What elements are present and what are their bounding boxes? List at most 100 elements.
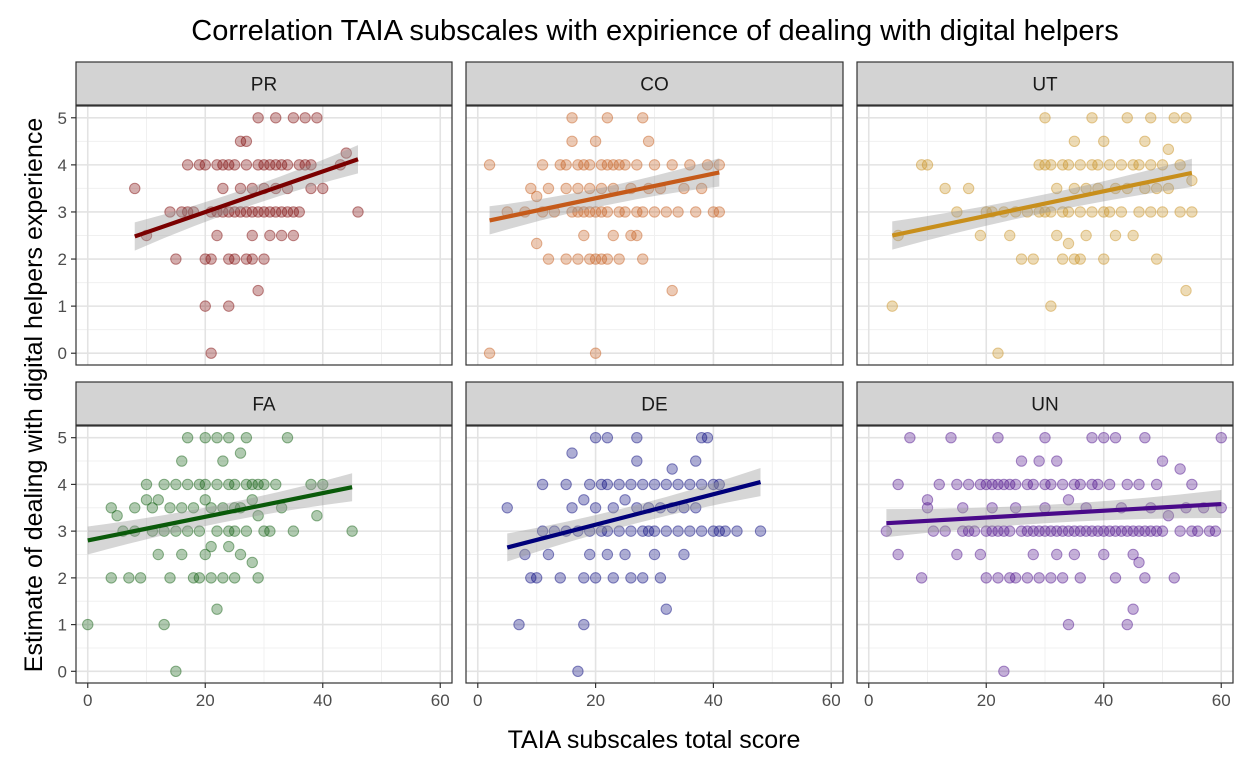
- data-point: [176, 548, 188, 561]
- data-point: [1056, 525, 1069, 537]
- data-point: [713, 206, 725, 218]
- data-point: [1133, 206, 1145, 218]
- y-tick-label: 5: [58, 109, 67, 128]
- data-point: [305, 478, 317, 491]
- data-point: [601, 253, 614, 265]
- data-point: [637, 253, 649, 265]
- data-point: [240, 135, 253, 148]
- data-point: [1098, 548, 1110, 561]
- data-point: [637, 112, 649, 124]
- data-point: [915, 159, 928, 171]
- regression-line: [87, 485, 353, 543]
- data-point: [199, 478, 211, 491]
- data-point: [701, 431, 714, 444]
- facet-strip: [465, 381, 844, 426]
- data-point: [1174, 463, 1186, 475]
- data-point: [1027, 548, 1039, 561]
- panel-border: [856, 105, 1234, 366]
- data-point: [252, 572, 264, 584]
- data-point: [240, 478, 253, 491]
- panel-border: [75, 105, 453, 366]
- data-point: [962, 182, 975, 195]
- regression-line: [891, 170, 1193, 238]
- data-point: [176, 502, 188, 514]
- y-tick-label: 4: [58, 156, 67, 175]
- data-point: [678, 182, 690, 195]
- data-point: [252, 510, 264, 522]
- data-point: [572, 182, 584, 195]
- data-point: [1039, 159, 1051, 171]
- data-point: [530, 572, 543, 584]
- data-point: [1139, 431, 1151, 444]
- data-point: [631, 455, 643, 467]
- data-point: [246, 494, 258, 506]
- data-point: [199, 494, 211, 506]
- data-point: [483, 347, 496, 359]
- data-point: [1115, 525, 1128, 537]
- data-point: [181, 525, 194, 537]
- data-point: [904, 431, 916, 444]
- data-point: [252, 159, 264, 171]
- data-point: [1015, 253, 1028, 265]
- data-point: [1150, 525, 1163, 537]
- data-point: [1127, 159, 1139, 171]
- y-tick-label: 3: [58, 522, 67, 541]
- data-point: [311, 112, 323, 124]
- data-point: [252, 112, 264, 124]
- data-point: [1009, 502, 1022, 514]
- data-point: [554, 159, 566, 171]
- data-point: [205, 253, 217, 265]
- data-point: [915, 572, 928, 584]
- facet-strip-label: UN: [1031, 395, 1058, 416]
- data-point: [193, 525, 206, 537]
- data-point: [992, 478, 1004, 491]
- data-point: [311, 510, 323, 522]
- data-point: [566, 502, 578, 514]
- data-point: [1098, 135, 1110, 148]
- data-point: [158, 478, 170, 491]
- data-point: [275, 159, 288, 171]
- data-point: [1039, 431, 1051, 444]
- data-point: [660, 206, 672, 218]
- data-point: [957, 525, 969, 537]
- data-point: [501, 502, 513, 514]
- data-point: [1086, 206, 1098, 218]
- data-point: [111, 510, 123, 522]
- data-point: [1045, 478, 1057, 491]
- data-point: [707, 478, 720, 491]
- data-point: [613, 206, 625, 218]
- data-point: [1109, 572, 1122, 584]
- data-point: [642, 525, 655, 537]
- data-point: [589, 253, 602, 265]
- data-point: [176, 455, 188, 467]
- data-point: [1133, 525, 1145, 537]
- data-point: [1103, 525, 1116, 537]
- data-point: [933, 478, 945, 491]
- data-point: [536, 478, 549, 491]
- y-axis-label: Estimate of dealing with digital helpers…: [20, 118, 48, 672]
- data-point: [258, 159, 270, 171]
- data-point: [951, 478, 963, 491]
- panel-border: [75, 425, 453, 684]
- data-point: [1062, 206, 1075, 218]
- data-point: [631, 431, 643, 444]
- data-point: [1045, 300, 1057, 312]
- data-point: [578, 159, 590, 171]
- data-point: [927, 525, 940, 537]
- data-point: [1051, 548, 1063, 561]
- data-point: [1174, 159, 1186, 171]
- data-point: [945, 431, 957, 444]
- data-point: [181, 431, 194, 444]
- data-point: [134, 572, 147, 584]
- data-point: [607, 572, 619, 584]
- data-point: [619, 494, 631, 506]
- data-point: [1133, 478, 1145, 491]
- data-point: [986, 478, 998, 491]
- data-point: [1109, 229, 1122, 242]
- data-point: [613, 478, 625, 491]
- data-point: [140, 478, 153, 491]
- data-point: [287, 112, 300, 124]
- data-point: [199, 431, 211, 444]
- data-point: [1145, 159, 1157, 171]
